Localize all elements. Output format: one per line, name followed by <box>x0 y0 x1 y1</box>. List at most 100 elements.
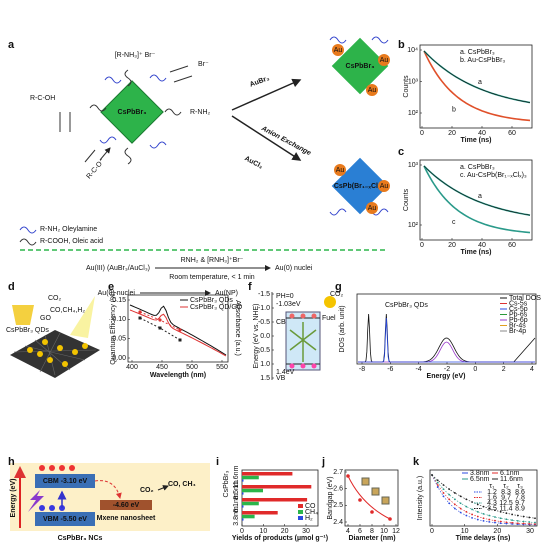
panel-label: i <box>216 456 219 468</box>
panel-label: f <box>248 281 252 293</box>
point <box>516 514 519 517</box>
scheme-a <box>19 36 389 296</box>
illustration-h <box>10 463 210 531</box>
label: -4.60 eV <box>113 502 140 509</box>
point <box>442 495 445 498</box>
point <box>431 474 433 476</box>
point <box>459 511 462 514</box>
plot-frame <box>429 469 538 527</box>
label: Fuel <box>322 315 336 322</box>
y-tick-label: 10² <box>408 110 419 117</box>
x-tick-label: 12 <box>392 528 400 535</box>
legend-text: a. CsPbBr₃ <box>460 164 495 171</box>
point <box>505 522 508 525</box>
legend-text: a. CsPbBr₃ <box>460 49 495 56</box>
x-tick-label: 20 <box>448 242 456 249</box>
label: CO,CH₄,H₂ <box>50 307 85 314</box>
point <box>465 505 468 508</box>
legend-text: Pb-6p <box>509 317 528 324</box>
point <box>505 521 508 524</box>
table-cell: 7.8 <box>515 494 525 501</box>
x-tick-label: 0 <box>430 528 434 535</box>
table-cell: 9.7 <box>515 500 525 507</box>
table-cell: 9.7 <box>501 494 511 501</box>
legend-text: Cs-5p <box>509 306 528 313</box>
label: CO₂ <box>140 487 154 494</box>
point <box>436 481 439 484</box>
point <box>499 522 502 525</box>
point <box>178 338 182 342</box>
y-tick-label: 0.5 <box>260 347 270 354</box>
x-tick-label: 40 <box>478 130 486 137</box>
point <box>534 517 536 520</box>
point <box>482 505 485 508</box>
point <box>494 509 496 512</box>
label: CsPbBr₃ QDs <box>6 327 49 334</box>
point <box>488 507 491 510</box>
point <box>465 498 468 501</box>
point <box>465 510 468 513</box>
plot-frame <box>419 44 533 129</box>
au-label: Au <box>380 183 389 190</box>
bar <box>242 511 278 515</box>
au-label: Au <box>368 87 377 94</box>
bar <box>242 501 259 506</box>
table-header: τ₁ <box>489 483 495 490</box>
point <box>465 514 468 517</box>
label: Br⁻ <box>198 61 209 68</box>
point <box>448 488 451 491</box>
label: PH=0 <box>276 293 294 300</box>
point <box>471 508 473 511</box>
point <box>453 498 456 501</box>
point <box>511 519 514 522</box>
point <box>516 522 519 525</box>
point <box>522 520 525 523</box>
point <box>534 523 536 525</box>
label: CO, CH₄ <box>168 481 196 488</box>
panel-label: b <box>398 39 405 51</box>
table-cell: 1.2 <box>487 489 497 496</box>
x-tick-label: 0 <box>420 130 424 137</box>
legend-text: 3.8nm <box>470 470 490 477</box>
point <box>442 492 445 494</box>
x-tick-label: -2 <box>444 366 450 373</box>
curve-label: a <box>478 79 482 86</box>
legend-text: Pb-6s <box>509 311 528 318</box>
x-tick-label: 20 <box>281 528 289 535</box>
x-axis-label: Time delays (ns) <box>456 535 511 542</box>
x-tick-label: 8 <box>370 528 374 535</box>
plot-frame <box>356 293 537 365</box>
category-label: 8.5nm <box>233 480 240 500</box>
label: CB <box>276 319 286 326</box>
y-tick-label: -0.5 <box>258 319 270 326</box>
point <box>494 516 496 518</box>
label: CO₂ <box>330 291 344 298</box>
point <box>448 502 451 505</box>
legend-swatch <box>298 504 303 508</box>
label: R-C-OH <box>30 95 55 102</box>
point <box>528 516 531 519</box>
label: CBM -3.10 eV <box>43 478 88 485</box>
label: CO₂ <box>48 295 62 302</box>
point <box>459 502 462 505</box>
x-tick-label: 550 <box>216 364 228 371</box>
point <box>138 310 142 314</box>
y-axis-label: CsPbBr₃ <box>223 470 230 497</box>
point <box>505 518 508 521</box>
legend-text: Br-4p <box>509 328 526 335</box>
y-tick-label: 10⁴ <box>407 47 418 54</box>
point <box>476 503 479 506</box>
category-label: 6.1nm <box>233 493 240 513</box>
curve-label: c <box>452 219 456 226</box>
plot-frame <box>127 294 229 363</box>
point <box>442 484 445 486</box>
point <box>516 519 519 522</box>
bar <box>242 498 308 502</box>
label: Au(NP) <box>215 290 238 297</box>
label: Au(0) nuclei <box>98 290 136 297</box>
point <box>482 517 485 520</box>
curve <box>129 309 227 357</box>
x-axis-label: Wavelength (nm) <box>150 372 206 379</box>
point <box>534 521 536 524</box>
y2-axis-label: Absorbance (a.u.) <box>234 300 241 356</box>
